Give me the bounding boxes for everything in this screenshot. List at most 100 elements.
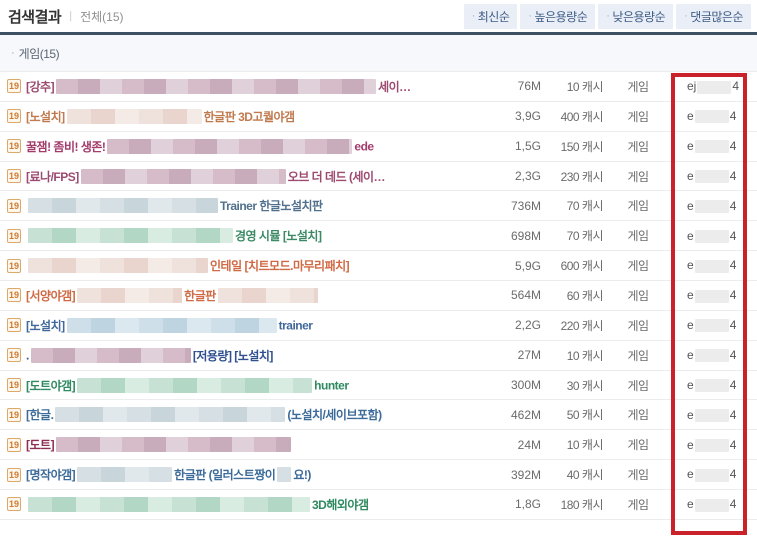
title-text: 한글판 — [184, 288, 216, 303]
sort-size-asc-button[interactable]: · 낮은용량순 — [598, 3, 674, 29]
row-size: 27M — [517, 348, 541, 363]
row-category: 게임 — [627, 288, 649, 303]
row-size: 736M — [510, 198, 541, 213]
row-cache-price: 30 캐시 — [566, 378, 604, 393]
uploader-suffix: 4 — [729, 348, 737, 362]
table-row: 19 [료나/FPS] 오브 더 데드 (세이… 2,3G 230 캐시 게임 e… — [0, 161, 757, 192]
title-text: [노설치] — [26, 109, 65, 124]
censored-blur — [77, 377, 313, 393]
row-size: 1,8G — [514, 497, 541, 512]
row-title[interactable]: [노설치] trainer — [26, 317, 479, 334]
title-text: (노설치/세이브포함) — [287, 408, 382, 423]
row-title[interactable]: [도트야갬] hunter — [26, 377, 479, 394]
row-size: 3,9G — [514, 109, 541, 124]
age-19-badge-icon: 19 — [7, 497, 21, 512]
row-cache-price: 40 캐시 — [566, 468, 604, 483]
row-cache-price: 400 캐시 — [560, 109, 604, 124]
uploader-prefix: e — [687, 138, 694, 153]
uploader-suffix: 4 — [732, 79, 740, 94]
uploader-prefix: ej — [687, 79, 697, 94]
row-uploader[interactable]: ej 4 — [673, 79, 757, 94]
bullet-icon: · — [606, 10, 610, 22]
age-19-badge-icon: 19 — [7, 139, 21, 154]
row-title[interactable]: . [저용량] [노설치] — [26, 347, 479, 364]
sort-size-asc-label: 낮은용량순 — [612, 9, 666, 24]
row-category: 게임 — [627, 139, 649, 154]
censored-blur — [28, 258, 208, 274]
title-text: [도트야갬] — [26, 378, 76, 393]
censored-blur — [77, 287, 183, 303]
title-text: [저용량] [노설치] — [192, 348, 274, 363]
bullet-icon: · — [11, 47, 15, 59]
badge-cell: 19 — [0, 497, 26, 512]
row-size: 462M — [510, 407, 541, 422]
uploader-suffix: 4 — [729, 288, 737, 303]
scope-label: 전체(15) — [80, 9, 124, 24]
row-title[interactable]: [료나/FPS] 오브 더 데드 (세이… — [26, 168, 479, 185]
section-label-games[interactable]: 게임(15) — [18, 46, 60, 61]
uploader-prefix: e — [687, 318, 694, 333]
badge-cell: 19 — [0, 258, 26, 273]
row-size: 300M — [510, 378, 541, 393]
uploader-censored-blur — [694, 259, 729, 273]
row-title[interactable]: Trainer 한글노설치판 — [26, 197, 479, 214]
uploader-suffix: 4 — [729, 467, 737, 482]
row-title[interactable]: 경영 시뮬 [노설치] — [26, 227, 479, 244]
row-size: 76M — [517, 79, 541, 94]
row-title[interactable]: 꿀잼! 좀비! 생존! ede — [26, 138, 479, 155]
bullet-icon: · — [471, 10, 476, 22]
row-title[interactable]: [서양야갬] 한글판 — [26, 287, 479, 304]
badge-cell: 19 — [0, 407, 26, 422]
row-title[interactable]: 3D해외야갬 — [26, 496, 479, 513]
uploader-prefix: e — [687, 258, 694, 273]
age-19-badge-icon: 19 — [7, 109, 21, 124]
age-19-badge-icon: 19 — [7, 318, 21, 333]
row-cache-price: 10 캐시 — [566, 348, 604, 363]
row-title[interactable]: [노설치] 한글판 3D고퀄야갬 — [26, 108, 479, 125]
row-title[interactable]: [한글. (노설치/세이브포함) — [26, 406, 479, 423]
row-title[interactable]: [도트] — [26, 436, 479, 453]
row-title[interactable]: 인테일 [치트모드.마무리패치] — [26, 257, 479, 274]
age-19-badge-icon: 19 — [7, 378, 21, 393]
sort-latest-button[interactable]: · 최신순 — [463, 3, 518, 29]
censored-blur — [56, 78, 377, 94]
row-title[interactable]: [강추] 세이… — [26, 78, 479, 95]
uploader-censored-blur — [694, 319, 729, 333]
title-text: [료나/FPS] — [26, 169, 79, 184]
age-19-badge-icon: 19 — [7, 198, 21, 213]
badge-cell: 19 — [0, 348, 26, 363]
uploader-suffix: 4 — [729, 258, 737, 273]
title-text: [노설치] — [26, 318, 65, 333]
row-title[interactable]: [명작야갬] 한글판 (일러스트짱이 요!) — [26, 466, 479, 483]
censored-blur — [55, 407, 286, 423]
header-divider — [0, 32, 757, 35]
row-category: 게임 — [627, 79, 649, 94]
uploader-suffix: 4 — [729, 318, 737, 333]
sort-size-desc-button[interactable]: · 높은용량순 — [520, 3, 596, 29]
sort-comments-button[interactable]: · 댓글많은순 — [676, 3, 751, 29]
uploader-prefix: e — [687, 228, 694, 243]
title-text: 오브 더 데드 (세이… — [287, 169, 386, 184]
row-category: 게임 — [627, 438, 649, 453]
row-cache-price: 70 캐시 — [566, 199, 604, 214]
